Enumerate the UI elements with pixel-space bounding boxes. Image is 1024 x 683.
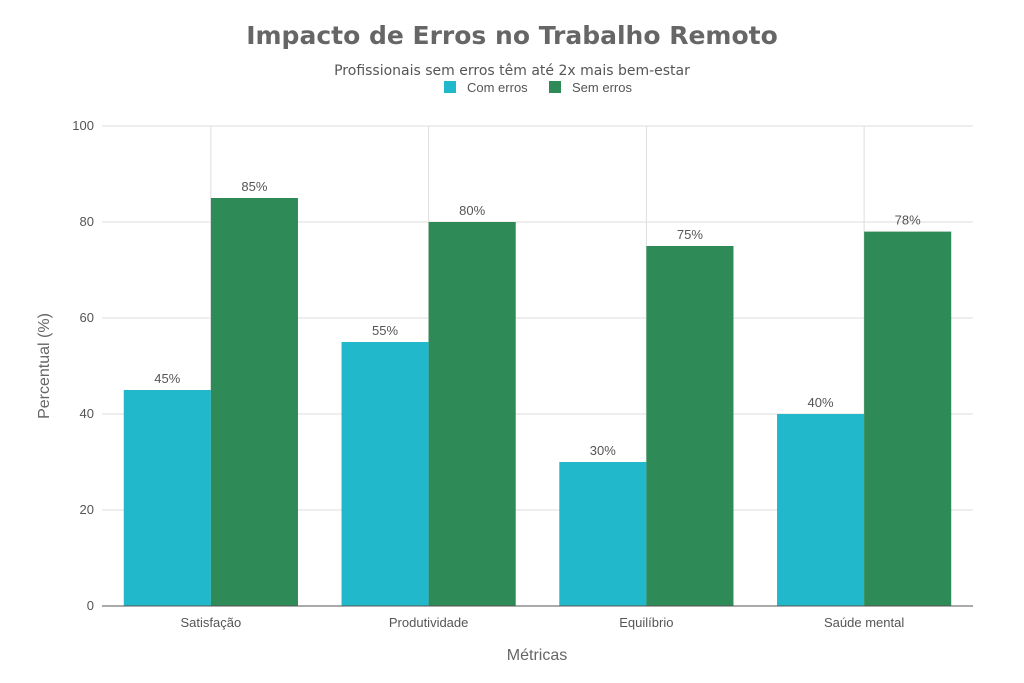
y-tick-label: 100 (72, 118, 94, 133)
bar-com-erros (341, 342, 429, 606)
bar-labels: 45% 55% 30% 40% 85% 80% 75% 78% (154, 179, 921, 458)
bar-com-erros (123, 390, 211, 606)
data-label-com-erros: 40% (808, 395, 834, 410)
y-tick-label: 20 (80, 502, 94, 517)
bar-com-erros (559, 462, 647, 606)
data-label-com-erros: 55% (372, 323, 398, 338)
data-label-sem-erros: 75% (677, 227, 703, 242)
legend-label-com-erros: Com erros (467, 80, 528, 95)
y-tick-label: 40 (80, 406, 94, 421)
legend-swatch-sem-erros (549, 81, 561, 93)
y-axis-ticks: 0 20 40 60 80 100 (72, 118, 94, 613)
legend-swatch-com-erros (444, 81, 456, 93)
y-axis-title: Percentual (%) (36, 313, 53, 419)
chart-title: Impacto de Erros no Trabalho Remoto (246, 21, 778, 50)
legend: Com erros Sem erros (444, 80, 632, 95)
bar-sem-erros (864, 231, 952, 606)
x-tick-label: Equilíbrio (619, 615, 673, 630)
y-tick-label: 0 (87, 598, 94, 613)
bar-com-erros (777, 414, 865, 606)
data-label-com-erros: 30% (590, 443, 616, 458)
bar-sem-erros (646, 246, 734, 606)
bar-sem-erros (428, 222, 516, 606)
data-label-sem-erros: 78% (895, 213, 921, 228)
x-tick-label: Satisfação (181, 615, 242, 630)
x-axis-title: Métricas (507, 647, 567, 664)
x-tick-label: Saúde mental (824, 615, 904, 630)
y-tick-label: 80 (80, 214, 94, 229)
y-tick-label: 60 (80, 310, 94, 325)
data-label-sem-erros: 85% (241, 179, 267, 194)
data-label-sem-erros: 80% (459, 203, 485, 218)
bars (123, 198, 952, 606)
data-label-com-erros: 45% (154, 371, 180, 386)
x-axis-ticks: Satisfação Produtividade Equilíbrio Saúde m… (181, 615, 905, 630)
chart-subtitle: Profissionais sem erros têm até 2x mais … (334, 63, 690, 79)
x-tick-label: Produtividade (389, 615, 469, 630)
bar-sem-erros (210, 198, 298, 606)
x-gridlines (210, 126, 865, 606)
legend-label-sem-erros: Sem erros (572, 80, 632, 95)
